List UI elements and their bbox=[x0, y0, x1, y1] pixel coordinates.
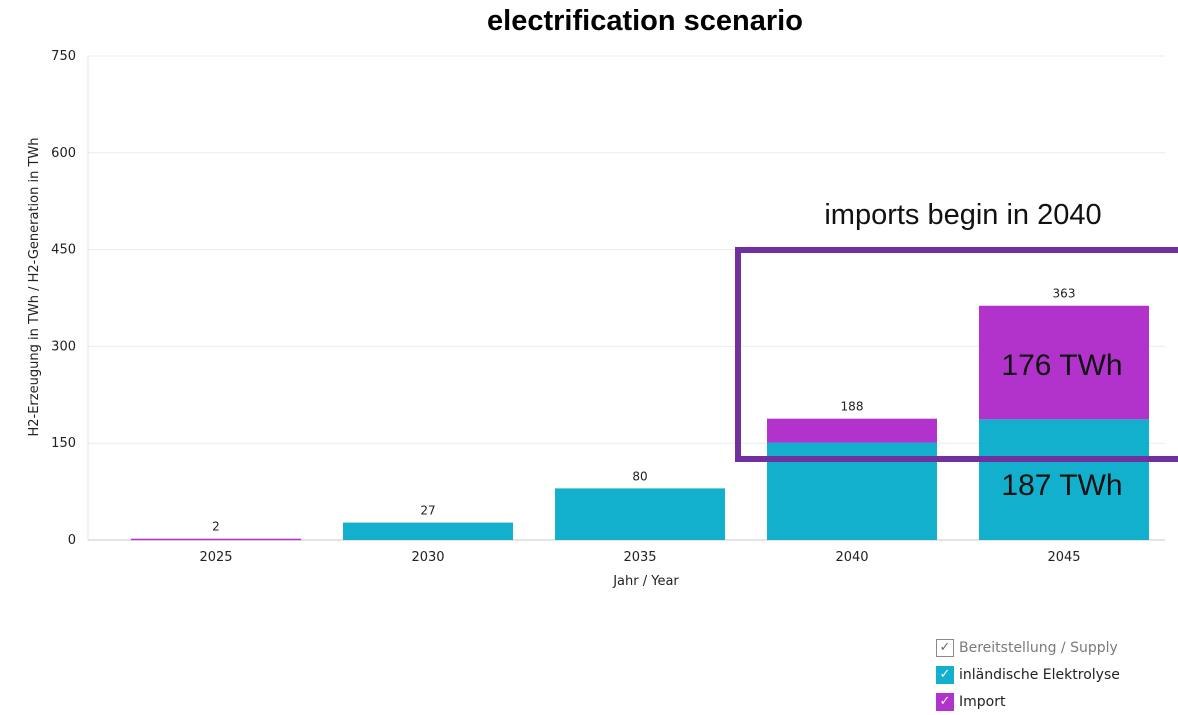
x-axis-label: Jahr / Year bbox=[612, 574, 679, 589]
legend-item-domestic-electrolysis[interactable]: ✓ inländische Elektrolyse bbox=[936, 661, 1120, 688]
bars bbox=[131, 305, 1149, 541]
annotations: imports begin in 2040 176 TWh 187 TWh bbox=[735, 199, 1178, 502]
legend-group-supply[interactable]: ✓ Bereitstellung / Supply bbox=[936, 634, 1120, 661]
y-tick-label: 0 bbox=[68, 533, 76, 548]
y-tick-label: 450 bbox=[51, 243, 76, 258]
annotation-import-2045: 176 TWh bbox=[1001, 349, 1122, 382]
x-tick-label: 2040 bbox=[835, 550, 868, 565]
legend-group-label: Bereitstellung / Supply bbox=[959, 639, 1118, 656]
bar-segment bbox=[979, 305, 1149, 420]
bar-total-label: 27 bbox=[420, 504, 435, 518]
legend: ✓ Bereitstellung / Supply ✓ inländische … bbox=[936, 634, 1120, 715]
x-tick-label: 2035 bbox=[623, 550, 656, 565]
annotation-imports-begin: imports begin in 2040 bbox=[824, 199, 1101, 231]
bar-segment bbox=[131, 538, 301, 541]
bar-segment bbox=[767, 418, 937, 443]
x-tick-label: 2030 bbox=[411, 550, 444, 565]
y-tick-label: 600 bbox=[51, 146, 76, 161]
legend-label-import: Import bbox=[959, 693, 1006, 710]
x-tick-label: 2025 bbox=[199, 550, 232, 565]
data-labels: 2 27 80 188 363 bbox=[212, 287, 1075, 534]
y-tick-label: 750 bbox=[51, 49, 76, 64]
bar-segment bbox=[343, 522, 513, 540]
bar-total-label: 80 bbox=[632, 469, 647, 483]
annotation-domestic-2045: 187 TWh bbox=[1001, 469, 1122, 502]
y-axis-label: H2-Erzeugung in TWh / H2-Generation in T… bbox=[27, 137, 42, 436]
y-tick-label: 300 bbox=[51, 339, 76, 354]
bar-segment bbox=[555, 488, 725, 540]
bar-total-label: 363 bbox=[1053, 287, 1076, 301]
bar-segment bbox=[979, 419, 1149, 540]
legend-label-domestic-electrolysis: inländische Elektrolyse bbox=[959, 666, 1120, 683]
y-tick-label: 150 bbox=[51, 436, 76, 451]
legend-item-import[interactable]: ✓ Import bbox=[936, 688, 1120, 715]
x-tick-label: 2045 bbox=[1047, 550, 1080, 565]
checkbox-icon[interactable]: ✓ bbox=[936, 692, 954, 711]
checkbox-icon[interactable]: ✓ bbox=[936, 665, 954, 684]
bar-total-label: 2 bbox=[212, 520, 220, 534]
y-axis-ticks: 0 150 300 450 600 750 bbox=[51, 49, 76, 548]
bar-total-label: 188 bbox=[841, 400, 864, 414]
chart-title: electrification scenario bbox=[487, 5, 803, 37]
highlight-box bbox=[735, 247, 1178, 462]
checkbox-icon[interactable]: ✓ bbox=[936, 638, 954, 657]
x-axis-ticks: 2025 2030 2035 2040 2045 bbox=[199, 550, 1080, 565]
